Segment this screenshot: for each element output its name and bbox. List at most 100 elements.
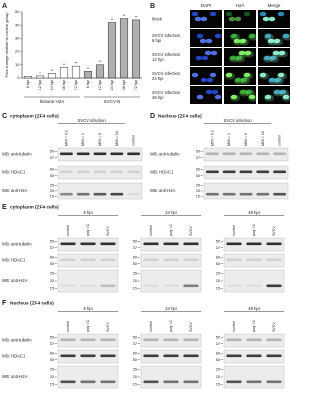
row-label: WB: anti-H2A bbox=[2, 374, 28, 379]
marker-label: 50 bbox=[216, 358, 220, 362]
lane-label: poly I:C bbox=[86, 223, 90, 236]
band bbox=[246, 284, 262, 288]
band bbox=[93, 192, 107, 196]
bar bbox=[47, 73, 57, 79]
row-label: WB: anti-H2A bbox=[2, 278, 28, 283]
band bbox=[80, 338, 96, 342]
nucleus bbox=[268, 77, 276, 83]
nucleus bbox=[200, 77, 208, 83]
band bbox=[100, 258, 116, 262]
y-tick-label: 40 bbox=[15, 22, 20, 27]
marker-label: 60 bbox=[133, 255, 137, 259]
significance: ** bbox=[123, 14, 126, 18]
marker-label: 37 bbox=[50, 156, 54, 160]
blot bbox=[140, 333, 202, 348]
cytoplasm-signal bbox=[238, 50, 248, 58]
band bbox=[266, 284, 282, 288]
marker-label: 37 bbox=[50, 342, 54, 346]
x-tick-label: 6 hpi bbox=[26, 80, 30, 88]
group-label: 24 hpi bbox=[165, 210, 176, 215]
band bbox=[163, 354, 179, 358]
band bbox=[60, 192, 73, 196]
band bbox=[273, 192, 286, 196]
lane-group-header: SVCV infection bbox=[224, 118, 253, 123]
lane-label: MOI = 5 bbox=[98, 133, 102, 146]
band bbox=[60, 258, 76, 262]
band bbox=[183, 242, 199, 246]
cytoplasm-signal bbox=[282, 94, 292, 102]
blot bbox=[223, 253, 285, 268]
lane-label: MOI = 10 bbox=[261, 131, 265, 146]
band bbox=[60, 152, 73, 156]
cytoplasm-signal bbox=[248, 94, 258, 102]
marker-label: 50 bbox=[50, 262, 54, 266]
nucleus bbox=[206, 77, 214, 83]
band bbox=[266, 380, 282, 384]
band bbox=[163, 284, 179, 288]
cytoplasm-signal bbox=[277, 72, 287, 80]
nucleus bbox=[211, 89, 219, 95]
band bbox=[273, 170, 286, 174]
column-header: Merge bbox=[268, 3, 281, 8]
marker-label: 25 bbox=[196, 184, 200, 188]
band bbox=[163, 258, 179, 262]
marker-label: 60 bbox=[196, 167, 200, 171]
marker-label: 50 bbox=[50, 149, 54, 153]
nucleus bbox=[209, 72, 217, 78]
lane-label: control bbox=[132, 135, 136, 146]
nucleus bbox=[263, 55, 271, 61]
marker-label: 15 bbox=[50, 194, 54, 198]
marker-label: 20 bbox=[133, 375, 137, 379]
cytoplasm-signal bbox=[243, 72, 253, 80]
marker-label: 20 bbox=[50, 189, 54, 193]
blot bbox=[223, 269, 285, 293]
row-label: SVCV infection bbox=[152, 52, 181, 57]
nucleus bbox=[264, 33, 272, 39]
y-tick-label: 0 bbox=[17, 75, 20, 80]
y-tick-label: 50 bbox=[15, 9, 20, 14]
band bbox=[80, 380, 96, 384]
marker-label: 37 bbox=[50, 246, 54, 250]
band bbox=[60, 170, 73, 174]
bar bbox=[23, 76, 33, 79]
blot bbox=[57, 269, 119, 293]
y-tick-label: 10 bbox=[15, 62, 20, 67]
x-tick-label: 48 hpi bbox=[62, 80, 66, 91]
band bbox=[76, 170, 90, 174]
nucleus bbox=[282, 33, 290, 39]
cytoplasm-signal bbox=[273, 89, 283, 97]
band bbox=[110, 192, 124, 196]
marker-label: 20 bbox=[216, 375, 220, 379]
lane-label: MOI = 1 bbox=[81, 133, 85, 146]
marker-label: 37 bbox=[196, 156, 200, 160]
band bbox=[226, 338, 242, 342]
marker-label: 50 bbox=[50, 239, 54, 243]
nucleus bbox=[204, 50, 212, 56]
figure: A Fold change relative to control group 0 1… bbox=[2, 3, 292, 389]
micrograph bbox=[190, 29, 222, 47]
marker-label: 15 bbox=[50, 382, 54, 386]
nucleus bbox=[279, 89, 287, 95]
panel-label: F bbox=[2, 300, 7, 307]
lane-label: SVCV bbox=[189, 226, 193, 236]
nucleus bbox=[272, 50, 280, 56]
nucleus bbox=[191, 72, 199, 78]
x-tick-label: 12 hpi bbox=[38, 80, 42, 91]
bar bbox=[131, 19, 141, 79]
lane-label: SVCV bbox=[106, 226, 110, 236]
marker-label: 15 bbox=[216, 286, 220, 290]
nucleus bbox=[235, 55, 243, 61]
cytoplasm-signal bbox=[233, 38, 243, 46]
y-axis-label: Fold change relative to control group bbox=[4, 12, 9, 78]
band bbox=[226, 284, 242, 288]
row-label: 6 hpi bbox=[152, 38, 161, 43]
x-tick-label: 24 hpi bbox=[50, 80, 54, 91]
nucleus bbox=[277, 72, 285, 78]
nucleus bbox=[194, 16, 202, 22]
bar bbox=[107, 22, 117, 79]
band bbox=[60, 242, 76, 246]
nucleus bbox=[243, 11, 251, 17]
column-header: DAPI bbox=[201, 3, 212, 8]
y-tick-label: 20 bbox=[15, 49, 20, 54]
lane-label: control bbox=[278, 135, 282, 146]
